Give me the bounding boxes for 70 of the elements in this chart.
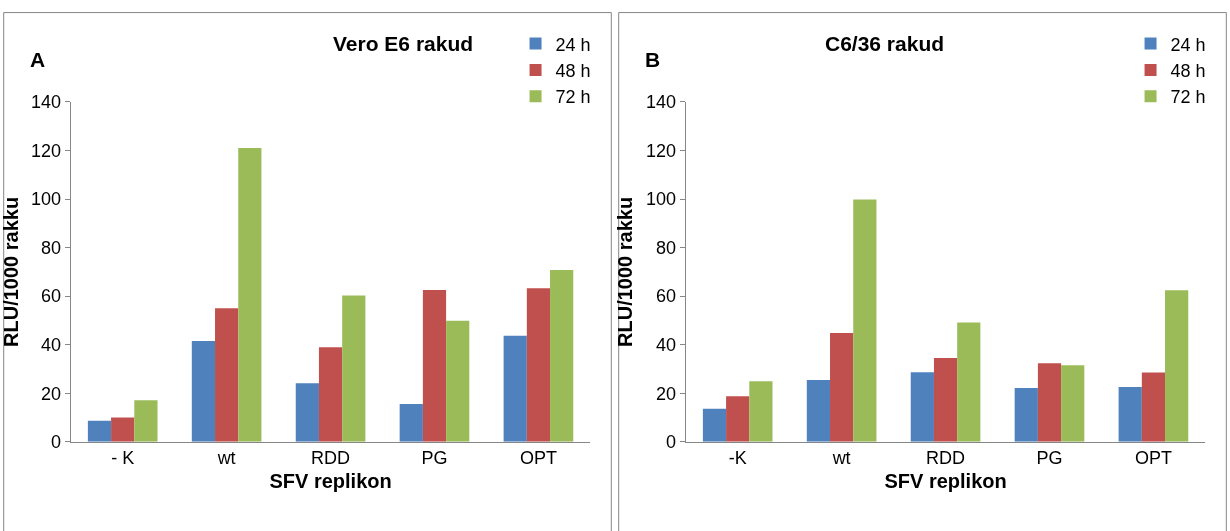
legend-label: 72 h xyxy=(555,87,591,108)
x-tick-label: OPT xyxy=(519,448,557,469)
bar xyxy=(702,408,727,442)
bar xyxy=(726,396,750,442)
y-tick-label: 120 xyxy=(31,140,62,161)
y-tick-label: 20 xyxy=(656,383,677,404)
bar xyxy=(446,320,470,442)
x-tick-label: PG xyxy=(1036,448,1063,469)
bar xyxy=(295,383,319,442)
x-tick-label: -K xyxy=(728,448,747,469)
bar xyxy=(1014,387,1038,442)
bar xyxy=(1037,363,1062,442)
bar xyxy=(1061,365,1085,442)
y-tick-label: 60 xyxy=(656,286,677,307)
y-tick-label: 20 xyxy=(41,383,62,404)
bar xyxy=(1165,290,1189,442)
y-tick-label: 100 xyxy=(31,189,62,210)
legend-label: 24 h xyxy=(1170,34,1206,55)
bar xyxy=(238,148,262,442)
y-tick-label: 140 xyxy=(31,92,62,113)
bar xyxy=(111,417,135,442)
bar xyxy=(87,420,112,442)
bar xyxy=(853,199,877,442)
x-tick-label: PG xyxy=(421,448,448,469)
legend-label: 72 h xyxy=(1170,87,1206,108)
y-tick-label: 40 xyxy=(656,335,677,355)
legend-label: 24 h xyxy=(555,34,591,55)
bar xyxy=(749,381,773,442)
x-tick-label: wt xyxy=(216,448,236,469)
y-tick-label: 0 xyxy=(51,432,62,453)
bar xyxy=(806,379,831,442)
bar xyxy=(318,347,343,442)
bar xyxy=(957,322,981,442)
legend-label: 48 h xyxy=(555,60,591,81)
legend-label: 48 h xyxy=(1170,60,1206,81)
x-tick-label: OPT xyxy=(1134,448,1172,469)
bar xyxy=(503,335,527,442)
y-tick-label: 40 xyxy=(41,335,62,355)
bar xyxy=(342,295,366,442)
bar xyxy=(1141,372,1166,442)
y-axis-title: RLU/1000 rakku xyxy=(0,196,22,347)
text: B xyxy=(645,48,661,71)
y-tick-label: 120 xyxy=(646,140,677,161)
bar xyxy=(215,308,239,442)
bar xyxy=(830,333,854,442)
x-tick-label: wt xyxy=(831,448,851,469)
y-tick-label: 60 xyxy=(41,286,62,307)
bar xyxy=(422,290,447,442)
y-tick-label: 100 xyxy=(646,189,677,210)
bar xyxy=(399,403,423,442)
bar xyxy=(134,400,158,442)
y-axis-title: RLU/1000 rakku xyxy=(613,196,636,347)
bar xyxy=(910,372,934,442)
y-tick-label: 80 xyxy=(656,237,677,258)
chart-title: Vero E6 rakud xyxy=(333,32,474,55)
text: A xyxy=(30,48,46,71)
x-axis-title: SFV replikon xyxy=(269,469,392,492)
chart-title: C6/36 rakud xyxy=(825,32,945,55)
bar xyxy=(550,269,574,442)
y-tick-label: 80 xyxy=(41,237,62,258)
y-tick-label: 0 xyxy=(666,432,677,453)
x-tick-label: RDD xyxy=(311,448,351,469)
bar xyxy=(1118,386,1142,442)
x-tick-label: - K xyxy=(111,448,135,469)
y-tick-label: 140 xyxy=(646,92,677,113)
x-axis-title: SFV replikon xyxy=(884,469,1007,492)
bar xyxy=(191,341,216,442)
bar xyxy=(526,288,551,442)
bar xyxy=(933,358,958,442)
x-tick-label: RDD xyxy=(926,448,966,469)
